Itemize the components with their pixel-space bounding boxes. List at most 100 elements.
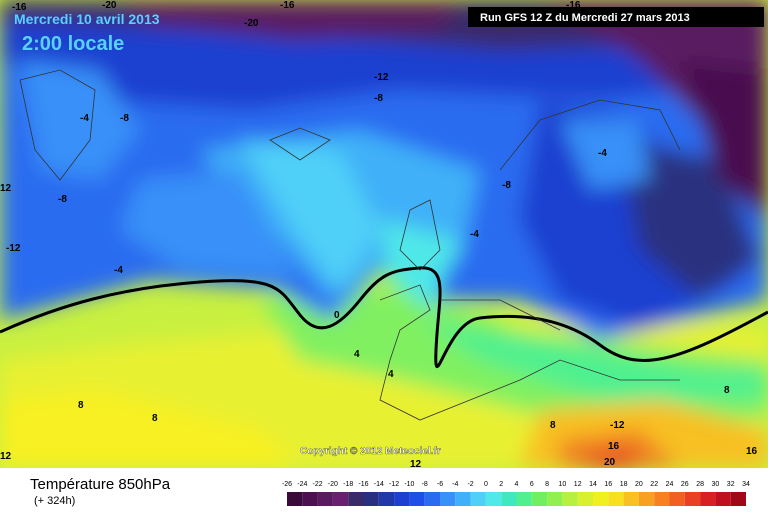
legend-label: -14 bbox=[374, 481, 384, 488]
legend-label: 6 bbox=[530, 481, 534, 488]
legend-swatch bbox=[287, 492, 303, 506]
legend-swatch bbox=[516, 492, 532, 506]
legend-label: 30 bbox=[712, 481, 720, 488]
legend-label: -22 bbox=[313, 481, 323, 488]
contour-label: 20 bbox=[604, 457, 616, 468]
legend-swatch bbox=[531, 492, 548, 506]
contour-label: -12 bbox=[610, 420, 625, 431]
legend-label: 26 bbox=[681, 481, 689, 488]
legend-swatch bbox=[485, 492, 502, 506]
legend-label: 24 bbox=[666, 481, 674, 488]
contour-label: 8 bbox=[724, 385, 730, 396]
temperature-field bbox=[0, 0, 768, 468]
legend-swatch bbox=[363, 492, 379, 506]
legend-label: -16 bbox=[358, 481, 368, 488]
legend-label: 34 bbox=[742, 481, 750, 488]
contour-label: -4 bbox=[80, 113, 89, 124]
contour-label: 16 bbox=[608, 441, 620, 452]
legend-swatch bbox=[302, 492, 318, 506]
legend-swatch bbox=[470, 492, 486, 506]
contour-label: -8 bbox=[120, 113, 129, 124]
legend-label: 2 bbox=[499, 481, 503, 488]
legend-label: 0 bbox=[484, 481, 488, 488]
contour-label: -20 bbox=[102, 0, 117, 11]
contour-label: 8 bbox=[152, 413, 158, 424]
contour-label: -16 bbox=[566, 0, 581, 11]
legend-label: 8 bbox=[545, 481, 549, 488]
zero-isotherm bbox=[0, 266, 768, 369]
coastlines bbox=[19, 69, 681, 421]
contour-label: 12 bbox=[0, 451, 12, 462]
contour-label: 16 bbox=[746, 446, 758, 457]
contour-label: 4 bbox=[388, 369, 394, 380]
contour-label: -20 bbox=[244, 18, 259, 29]
legend-label: -24 bbox=[297, 481, 307, 488]
legend-label: -20 bbox=[328, 481, 338, 488]
legend-swatch bbox=[455, 492, 471, 506]
legend-swatch bbox=[654, 492, 670, 506]
local-time: 2:00 locale bbox=[22, 33, 124, 55]
footer-title: Température 850hPa bbox=[30, 476, 171, 493]
contour-label: -4 bbox=[114, 265, 123, 276]
legend-swatch bbox=[730, 492, 746, 506]
legend-swatch bbox=[562, 492, 578, 506]
contour-labels: -16 -20 -20 -16 -16 -12 -8 -4 -8 -4 -8 12 -8 -12 -4 -4 0… bbox=[0, 0, 758, 470]
contour-label: 12 bbox=[410, 459, 422, 470]
legend-swatch bbox=[623, 492, 639, 506]
legend-label: 12 bbox=[574, 481, 582, 488]
legend-swatch bbox=[715, 492, 731, 506]
run-info: Run GFS 12 Z du Mercredi 27 mars 2013 bbox=[480, 12, 690, 24]
legend-swatch bbox=[638, 492, 655, 506]
legend-label: 28 bbox=[696, 481, 704, 488]
legend-swatch bbox=[547, 492, 563, 506]
legend-swatch bbox=[440, 492, 456, 506]
contour-label: -16 bbox=[280, 0, 295, 11]
legend-label: -2 bbox=[467, 481, 473, 488]
contour-label: 4 bbox=[354, 349, 360, 360]
run-banner bbox=[468, 7, 764, 27]
copyright: Copyright © 2012 Meteociel.fr bbox=[300, 446, 441, 457]
legend-swatch bbox=[608, 492, 624, 506]
legend-swatch bbox=[394, 492, 410, 506]
legend-swatch bbox=[593, 492, 609, 506]
legend-label: -6 bbox=[437, 481, 443, 488]
contour-label: 8 bbox=[550, 420, 556, 431]
contour-label: -8 bbox=[374, 93, 383, 104]
contour-label: -12 bbox=[6, 243, 21, 254]
legend-label: 20 bbox=[635, 481, 643, 488]
contour-label: -16 bbox=[12, 2, 27, 13]
legend-swatch bbox=[700, 492, 716, 506]
legend-label: 22 bbox=[650, 481, 658, 488]
legend-label: 10 bbox=[559, 481, 567, 488]
legend-label: -26 bbox=[282, 481, 292, 488]
contour-label: -12 bbox=[374, 72, 389, 83]
legend-swatch bbox=[669, 492, 685, 506]
legend-swatch bbox=[348, 492, 364, 506]
contour-label: 0 bbox=[334, 310, 340, 321]
legend-label: 14 bbox=[589, 481, 597, 488]
contour-label: -8 bbox=[502, 180, 511, 191]
color-legend: -26 -24 -22 -20 -18 -16 -14 -12 -10 -8 -6 -4 -2 0 2 4 6 8… bbox=[282, 481, 750, 506]
legend-swatch bbox=[378, 492, 395, 506]
forecast-date: Mercredi 10 avril 2013 bbox=[14, 11, 160, 27]
legend-label: 18 bbox=[620, 481, 628, 488]
contour-label: 8 bbox=[78, 400, 84, 411]
legend-swatch bbox=[424, 492, 440, 506]
legend-swatch bbox=[332, 492, 349, 506]
contour-label: -8 bbox=[58, 194, 67, 205]
legend-swatch bbox=[317, 492, 333, 506]
legend-label: -8 bbox=[422, 481, 428, 488]
contour-label: 12 bbox=[0, 183, 12, 194]
legend-label: 16 bbox=[604, 481, 612, 488]
legend-label: -4 bbox=[452, 481, 458, 488]
lead-time: (+ 324h) bbox=[34, 495, 75, 507]
legend-label: 4 bbox=[515, 481, 519, 488]
contour-label: -4 bbox=[598, 148, 607, 159]
legend-label: -18 bbox=[343, 481, 353, 488]
legend-label: -10 bbox=[404, 481, 414, 488]
legend-swatch bbox=[501, 492, 517, 506]
legend-label: -12 bbox=[389, 481, 399, 488]
legend-swatch bbox=[409, 492, 425, 506]
legend-label: 32 bbox=[727, 481, 735, 488]
